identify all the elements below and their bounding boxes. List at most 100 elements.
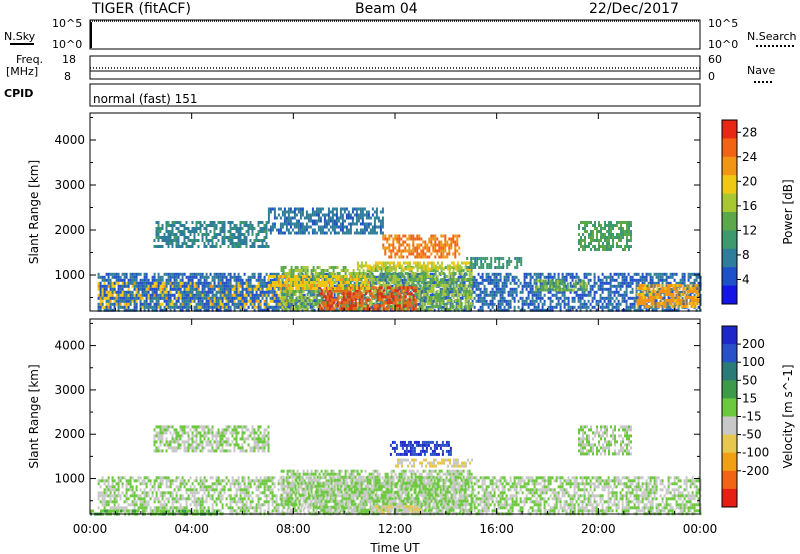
xtick-label-4: 16:00 [479,522,514,536]
nave-legend-line [754,81,772,83]
velocity-colorbar-label-3: 15 [742,391,757,405]
power-colorbar-frame [721,119,738,305]
velocity-ytick-label-0: 1000 [54,472,85,486]
nave-tick-top: 60 [708,53,722,66]
nave-label: Nave [747,64,776,77]
velocity-colorbar-segment-0 [722,326,737,345]
velocity-y-axis-label: Slant Range [km] [27,364,41,468]
date-label: 22/Dec/2017 [589,1,679,17]
power-colorbar-segment-6 [722,230,737,250]
power-colorbar-segment-4 [722,193,737,213]
power-colorbar-segment-0 [722,120,737,139]
velocity-colorbar-label-4: -15 [742,410,762,424]
beam-label: Beam 04 [355,1,418,17]
freq-label-line2: [MHz] [6,65,39,78]
power-colorbar-title: Power [dB] [781,179,795,244]
velocity-colorbar-segment-3 [722,380,737,399]
power-region-4 [267,275,370,290]
nsearch-label: N.Search [747,30,797,43]
power-colorbar-label-6: 28 [742,125,757,139]
velocity-colorbar-label-7: -200 [742,464,769,478]
power-ytick-label-1: 2000 [54,223,85,237]
velocity-colorbar-label-6: -100 [742,446,769,460]
power-colorbar-label-5: 24 [742,150,757,164]
freq-label-line1: Freq. [16,53,44,66]
power-region-7 [466,257,523,269]
x-axis-label: Time UT [369,541,420,554]
cpid-panel-frame [89,83,701,107]
nsky-panel-frame [89,19,701,50]
nsky-tick-bottom: 10^0 [52,38,83,51]
freq-panel-frame [89,55,701,80]
velocity-colorbar-segment-6 [722,434,737,454]
velocity-colorbar-label-2: 50 [742,373,757,387]
freq-tick-top: 18 [62,53,76,66]
velocity-colorbar-label-1: 100 [742,355,765,369]
power-colorbar-segment-3 [722,175,737,195]
power-colorbar-segment-1 [722,138,737,158]
velocity-colorbar-segment-2 [722,362,737,381]
xtick-label-0: 00:00 [73,522,108,536]
xtick-label-6: 00:00 [683,522,718,536]
radar-title: TIGER (fitACF) [92,1,191,17]
velocity-colorbar-segment-4 [722,398,737,417]
velocity-colorbar-label-5: -50 [742,428,762,442]
velocity-panel: 1000 2000 3000 4000 00:00 04:00 08:00 12:00 16:0… [27,318,718,554]
power-panel: 1000 2000 3000 4000 Slant Range [km] [27,112,702,312]
velocity-ytick-label-2: 3000 [54,383,85,397]
velocity-colorbar-segment-1 [722,344,737,363]
power-colorbar-segment-9 [722,285,737,305]
cpid-value: normal (fast) 151 [93,92,198,106]
velocity-colorbar-segment-7 [722,452,737,472]
power-colorbar-label-0: 4 [742,272,750,286]
power-region-5 [382,234,461,259]
power-ytick-label-3: 4000 [54,133,85,147]
power-colorbar-segment-7 [722,248,737,268]
velocity-colorbar-label-0: 200 [742,337,765,351]
xtick-label-3: 12:00 [378,522,413,536]
power-colorbar-label-1: 8 [742,248,750,262]
power-region-3 [318,286,417,311]
power-colorbar-label-3: 16 [742,199,757,213]
power-region-9 [636,284,701,308]
velocity-colorbar-segment-5 [722,416,737,436]
power-region-6 [356,261,473,271]
power-colorbar-segment-8 [722,267,737,287]
nsky-legend-line [10,43,34,45]
velocity-region-6 [153,425,270,453]
nsearch-legend-line [756,45,794,47]
velocity-region-4 [374,505,421,515]
xtick-label-2: 08:00 [276,522,311,536]
power-ytick-label-2: 3000 [54,178,85,192]
nsearch-tick-top: 10^5 [708,17,739,30]
velocity-colorbar-segment-9 [722,488,737,508]
power-colorbar-label-2: 12 [742,223,757,237]
velocity-ytick-label-1: 2000 [54,427,85,441]
velocity-region-3 [395,458,473,468]
power-region-11 [153,221,270,248]
velocity-region-5 [578,425,632,456]
velocity-colorbar-segment-8 [722,470,737,490]
nsky-label: N.Sky [4,30,36,43]
velocity-region-2 [389,440,452,456]
velocity-ytick-label-3: 4000 [54,339,85,353]
nave-tick-bottom: 0 [708,70,715,83]
power-region-10 [578,221,632,251]
power-colorbar-segment-5 [722,212,737,231]
nsearch-tick-bottom: 10^0 [708,38,739,51]
power-ytick-label-0: 1000 [54,268,85,282]
power-colorbar-segment-2 [722,156,737,176]
nsky-tick-top: 10^5 [52,17,83,30]
xtick-label-5: 20:00 [581,522,616,536]
power-region-12 [267,207,384,235]
power-colorbar-label-4: 20 [742,174,757,188]
velocity-colorbar: 200 100 50 15 -15 -50 -100 -200 Velocity [m s^-1… [721,325,795,508]
cpid-label: CPID [4,87,34,100]
velocity-colorbar-title: Velocity [m s^-1] [781,364,795,468]
power-region-8 [534,279,587,292]
freq-tick-bottom: 8 [64,70,71,83]
xtick-label-1: 04:00 [174,522,209,536]
power-colorbar: 4 8 12 16 20 24 28 Power [dB] [721,119,795,305]
power-y-axis-label: Slant Range [km] [27,160,41,264]
